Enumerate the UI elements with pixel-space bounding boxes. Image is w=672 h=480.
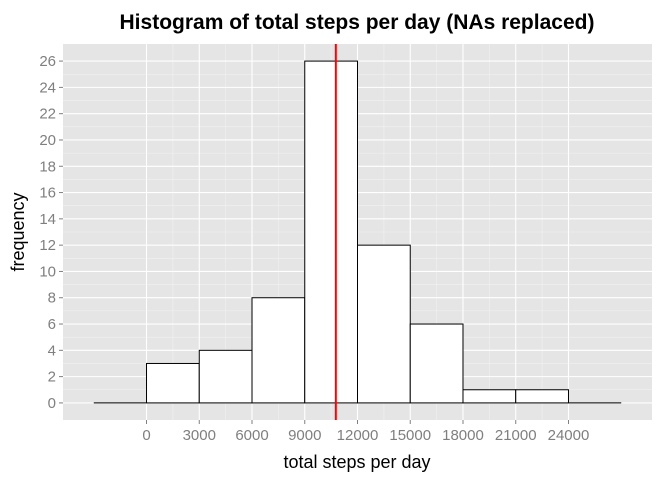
y-tick-label: 0 bbox=[48, 395, 56, 412]
x-tick-label: 6000 bbox=[235, 427, 268, 444]
histogram-bar bbox=[357, 244, 411, 404]
x-tick-label: 18000 bbox=[442, 427, 484, 444]
histogram-bar bbox=[462, 389, 517, 404]
x-tick-label: 0 bbox=[142, 427, 150, 444]
histogram-bar bbox=[515, 389, 569, 404]
histogram-bars bbox=[93, 60, 622, 404]
x-tick-label: 21000 bbox=[495, 427, 537, 444]
x-tick-label: 15000 bbox=[389, 427, 431, 444]
y-tick-label: 22 bbox=[39, 106, 56, 123]
y-tick-label: 10 bbox=[39, 263, 56, 280]
y-tick-label: 4 bbox=[48, 342, 56, 359]
y-tick-label: 20 bbox=[39, 132, 56, 149]
y-axis-title: frequency bbox=[8, 192, 28, 271]
x-axis: 0 3000 6000 9000 12000 15000 18000 21000 24000 bbox=[142, 420, 589, 444]
x-tick-label: 24000 bbox=[548, 427, 590, 444]
y-tick-label: 26 bbox=[39, 53, 56, 70]
histogram-bar bbox=[146, 362, 200, 404]
histogram-bar bbox=[251, 297, 306, 404]
chart-title: Histogram of total steps per day (NAs re… bbox=[120, 11, 595, 34]
histogram-bar bbox=[409, 323, 464, 404]
y-tick-label: 24 bbox=[39, 79, 56, 96]
x-axis-title: total steps per day bbox=[283, 452, 430, 472]
x-tick-label: 9000 bbox=[288, 427, 321, 444]
y-tick-label: 8 bbox=[48, 290, 56, 307]
y-tick-label: 12 bbox=[39, 237, 56, 254]
histogram-bar bbox=[198, 349, 253, 404]
histogram-bar bbox=[304, 60, 358, 404]
y-tick-label: 18 bbox=[39, 158, 56, 175]
x-tick-label: 12000 bbox=[337, 427, 379, 444]
y-tick-label: 14 bbox=[39, 211, 56, 228]
y-tick-label: 16 bbox=[39, 185, 56, 202]
y-tick-label: 6 bbox=[48, 316, 56, 333]
y-tick-label: 2 bbox=[48, 369, 56, 386]
x-tick-label: 3000 bbox=[183, 427, 216, 444]
